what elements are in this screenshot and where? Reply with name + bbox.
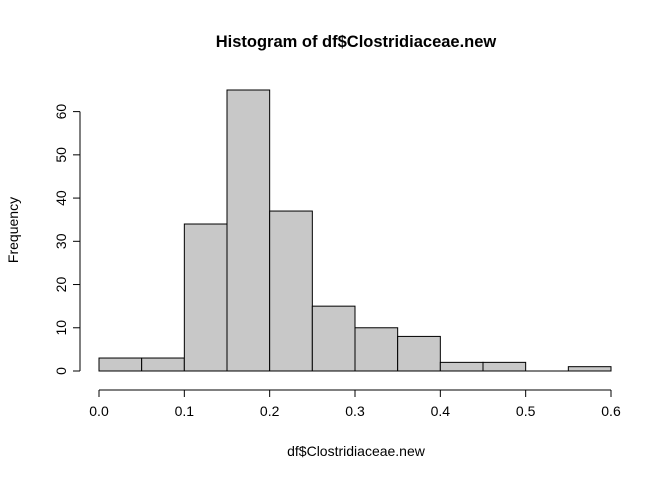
y-tick-label-0: 0 [53, 367, 69, 375]
histogram-bar-9 [482, 361, 527, 372]
x-tick-label-3: 0.3 [345, 403, 365, 419]
x-axis: 0.0 0.1 0.2 0.3 0.4 0.5 0.6 [89, 389, 621, 419]
x-tick-label-2: 0.2 [260, 403, 280, 419]
histogram-bar-5 [311, 305, 356, 372]
histogram-bar-3 [226, 89, 271, 372]
y-tick-label-2: 20 [53, 277, 69, 293]
bars-group [98, 89, 612, 372]
histogram-bar-6 [354, 327, 399, 372]
x-tick-label-5: 0.5 [516, 403, 536, 419]
histogram-bar-0 [98, 357, 143, 372]
x-tick-label-6: 0.6 [601, 403, 621, 419]
histogram-bar-11 [567, 366, 612, 372]
histogram-bar-8 [439, 361, 484, 372]
y-tick-label-4: 40 [53, 190, 69, 206]
x-tick-label-1: 0.1 [175, 403, 195, 419]
y-tick-label-1: 10 [53, 320, 69, 336]
y-tick-label-3: 30 [53, 233, 69, 249]
x-axis-label: df$Clostridiaceae.new [287, 443, 426, 459]
y-tick-label-6: 60 [53, 104, 69, 120]
chart-title: Histogram of df$Clostridiaceae.new [216, 33, 497, 51]
x-tick-label-4: 0.4 [431, 403, 451, 419]
y-tick-label-5: 50 [53, 147, 69, 163]
histogram-bar-1 [141, 357, 185, 372]
histogram-bar-7 [397, 335, 441, 372]
y-axis: 0 10 20 30 40 50 60 [53, 104, 81, 375]
y-axis-label: Frequency [5, 197, 21, 263]
histogram-bar-2 [183, 223, 228, 372]
histogram-bar-4 [269, 210, 313, 372]
x-tick-label-0: 0.0 [89, 403, 109, 419]
